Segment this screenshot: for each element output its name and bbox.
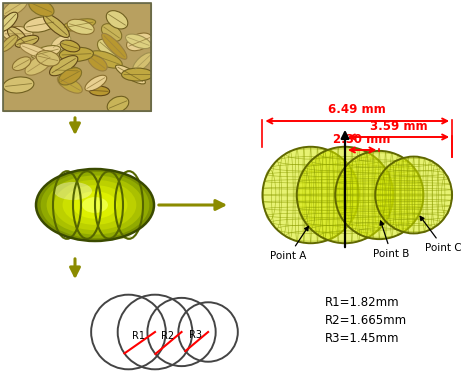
Ellipse shape — [54, 66, 80, 75]
Ellipse shape — [59, 68, 82, 85]
Ellipse shape — [3, 27, 33, 41]
Ellipse shape — [0, 35, 18, 51]
Circle shape — [375, 156, 452, 234]
Ellipse shape — [60, 40, 80, 52]
Bar — [3, 3, 151, 111]
Ellipse shape — [51, 35, 71, 50]
Circle shape — [335, 151, 423, 239]
Text: Point A: Point A — [271, 227, 309, 261]
Ellipse shape — [3, 0, 27, 16]
Text: 3.59 mm: 3.59 mm — [370, 120, 428, 133]
Ellipse shape — [85, 75, 107, 91]
Text: R2: R2 — [161, 331, 174, 341]
Ellipse shape — [8, 27, 27, 45]
Ellipse shape — [82, 197, 108, 213]
Ellipse shape — [126, 34, 151, 49]
Text: Point C: Point C — [420, 216, 462, 253]
Text: Point B: Point B — [373, 221, 410, 259]
Ellipse shape — [116, 65, 146, 84]
Bar — [3, 3, 151, 111]
Ellipse shape — [25, 54, 53, 75]
Ellipse shape — [59, 47, 93, 61]
Ellipse shape — [73, 191, 118, 219]
Circle shape — [297, 147, 393, 243]
Ellipse shape — [66, 233, 131, 240]
Text: 6.49 mm: 6.49 mm — [328, 103, 386, 116]
Ellipse shape — [3, 77, 34, 93]
Ellipse shape — [15, 35, 39, 48]
Ellipse shape — [0, 12, 18, 31]
Ellipse shape — [12, 57, 31, 71]
Ellipse shape — [46, 176, 143, 234]
Text: R1: R1 — [132, 331, 145, 341]
Ellipse shape — [67, 19, 94, 34]
Ellipse shape — [36, 51, 60, 66]
Ellipse shape — [101, 24, 122, 41]
Text: R2=1.665mm: R2=1.665mm — [325, 314, 407, 326]
Ellipse shape — [88, 55, 107, 71]
Ellipse shape — [50, 56, 78, 76]
Text: 2.30 mm: 2.30 mm — [334, 133, 391, 146]
Ellipse shape — [44, 14, 69, 37]
Ellipse shape — [62, 19, 96, 31]
Ellipse shape — [90, 51, 122, 68]
Ellipse shape — [54, 180, 137, 230]
Ellipse shape — [57, 76, 82, 93]
Ellipse shape — [121, 68, 153, 81]
Circle shape — [263, 147, 359, 243]
Ellipse shape — [63, 185, 128, 225]
Ellipse shape — [101, 33, 127, 59]
Text: R3=1.45mm: R3=1.45mm — [325, 332, 400, 344]
Ellipse shape — [29, 0, 54, 16]
Ellipse shape — [24, 17, 56, 32]
Ellipse shape — [32, 46, 61, 59]
Ellipse shape — [127, 33, 152, 51]
Ellipse shape — [89, 86, 109, 96]
Ellipse shape — [98, 39, 117, 57]
Text: R3: R3 — [189, 330, 202, 340]
Ellipse shape — [106, 11, 128, 29]
Ellipse shape — [20, 43, 51, 59]
Text: R1=1.82mm: R1=1.82mm — [325, 296, 400, 308]
Ellipse shape — [54, 182, 92, 200]
Ellipse shape — [107, 96, 129, 113]
Ellipse shape — [41, 172, 149, 238]
Ellipse shape — [36, 169, 154, 241]
Ellipse shape — [133, 53, 153, 71]
